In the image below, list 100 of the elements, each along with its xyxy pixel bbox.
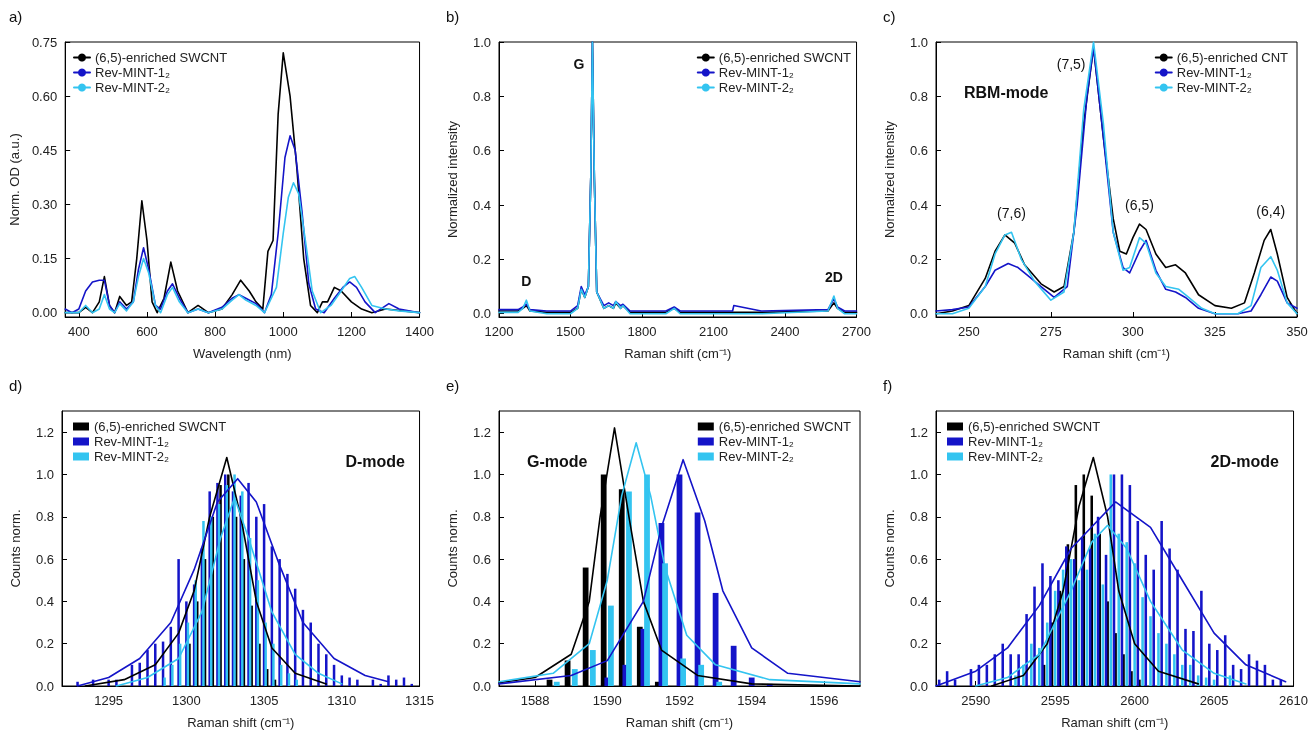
x-axis-title: Raman shift (cm⁻¹) bbox=[625, 715, 734, 730]
x-tick-label: 275 bbox=[1040, 324, 1062, 339]
y-axis-title: Counts norm. bbox=[445, 509, 460, 588]
x-tick-label: 1500 bbox=[556, 324, 585, 339]
y-tick-label: 1.2 bbox=[35, 424, 54, 440]
annotation: G bbox=[573, 56, 585, 72]
y-tick-label: 0.4 bbox=[472, 593, 491, 609]
chart-title: e) bbox=[446, 377, 460, 394]
x-tick-label: 1305 bbox=[249, 693, 279, 708]
y-tick-label: 0.4 bbox=[472, 197, 491, 213]
y-tick-label: 1.0 bbox=[909, 34, 928, 50]
annotation: D-mode bbox=[345, 452, 406, 470]
y-tick-label: 1.0 bbox=[472, 34, 491, 50]
y-tick-label: 0.0 bbox=[909, 678, 928, 694]
chart-title: f) bbox=[883, 377, 893, 394]
annotation: D bbox=[521, 273, 532, 290]
x-tick-label: 2600 bbox=[1120, 693, 1150, 708]
legend-label: (6,5)-enriched SWCNT bbox=[968, 419, 1101, 434]
x-tick-label: 2400 bbox=[770, 324, 800, 339]
legend-label: Rev-MINT-2₂ bbox=[1176, 80, 1252, 95]
legend-label: Rev-MINT-2₂ bbox=[94, 449, 170, 464]
x-tick-label: 2100 bbox=[699, 324, 728, 339]
x-tick-label: 1295 bbox=[94, 693, 124, 708]
x-tick-label: 2605 bbox=[1199, 693, 1229, 708]
y-tick-label: 1.0 bbox=[909, 466, 928, 482]
y-tick-label: 0.4 bbox=[909, 593, 928, 609]
legend-label: Rev-MINT-2₂ bbox=[718, 80, 794, 95]
x-tick-label: 1592 bbox=[665, 693, 694, 708]
legend-label: (6,5)-enriched CNT bbox=[1176, 50, 1289, 65]
legend-label: (6,5)-enriched SWCNT bbox=[718, 419, 852, 434]
y-axis-title: Normalized intensity bbox=[882, 120, 897, 239]
y-tick-label: 0.0 bbox=[472, 306, 491, 322]
legend-label: (6,5)-enriched SWCNT bbox=[94, 419, 227, 434]
chart-title: a) bbox=[9, 8, 23, 25]
legend-label: Rev-MINT-1₂ bbox=[718, 434, 794, 449]
annotation: 2D-mode bbox=[1210, 452, 1280, 470]
y-tick-label: 0.4 bbox=[909, 197, 928, 213]
x-tick-label: 1596 bbox=[809, 693, 839, 708]
x-tick-label: 1310 bbox=[327, 693, 357, 708]
legend-label: Rev-MINT-1₂ bbox=[95, 65, 171, 80]
annotation: (6,5) bbox=[1125, 197, 1154, 214]
y-tick-label: 1.2 bbox=[472, 424, 491, 440]
y-tick-label: 0.2 bbox=[472, 636, 491, 652]
legend-label: (6,5)-enriched SWCNT bbox=[95, 50, 228, 65]
x-tick-label: 1400 bbox=[405, 324, 434, 339]
y-tick-label: 0.8 bbox=[909, 88, 928, 104]
y-axis-title: Normalized intensity bbox=[445, 120, 460, 239]
y-tick-label: 0.8 bbox=[909, 509, 928, 525]
y-axis-title: Norm. OD (a.u.) bbox=[7, 133, 22, 226]
x-tick-label: 1594 bbox=[737, 693, 767, 708]
chart-title: c) bbox=[883, 8, 896, 25]
y-tick-label: 1.0 bbox=[472, 466, 491, 482]
annotation: (6,4) bbox=[1256, 202, 1286, 219]
x-tick-label: 250 bbox=[957, 324, 980, 339]
x-tick-label: 1590 bbox=[592, 693, 622, 708]
legend-label: Rev-MINT-1₂ bbox=[718, 65, 794, 80]
y-tick-label: 0.2 bbox=[909, 251, 928, 267]
annotation: (7,6) bbox=[997, 205, 1026, 222]
x-tick-label: 1000 bbox=[268, 324, 298, 339]
y-tick-label: 1.2 bbox=[909, 424, 928, 440]
x-axis-title: Raman shift (cm⁻¹) bbox=[187, 715, 295, 730]
y-tick-label: 0.00 bbox=[31, 305, 58, 321]
x-tick-label: 1300 bbox=[171, 693, 201, 708]
legend-label: (6,5)-enriched SWCNT bbox=[718, 50, 852, 65]
x-tick-label: 300 bbox=[1122, 324, 1144, 339]
legend-label: Rev-MINT-2₂ bbox=[95, 80, 171, 95]
y-tick-label: 0.0 bbox=[35, 678, 54, 694]
y-axis-title: Counts norm. bbox=[8, 509, 23, 588]
x-tick-label: 2700 bbox=[842, 324, 871, 339]
y-tick-label: 1.0 bbox=[35, 466, 54, 482]
x-axis-title: Raman shift (cm⁻¹) bbox=[1061, 715, 1169, 730]
y-tick-label: 0.60 bbox=[31, 88, 58, 104]
x-axis-title: Raman shift (cm⁻¹) bbox=[1062, 346, 1171, 361]
x-tick-label: 1588 bbox=[520, 693, 550, 708]
legend-label: Rev-MINT-1₂ bbox=[1176, 65, 1252, 80]
x-tick-label: 2610 bbox=[1279, 693, 1308, 708]
annotation: (7,5) bbox=[1056, 56, 1086, 72]
x-tick-label: 1800 bbox=[627, 324, 657, 339]
legend-label: Rev-MINT-1₂ bbox=[968, 434, 1044, 449]
y-tick-label: 0.8 bbox=[472, 509, 491, 525]
x-tick-label: 350 bbox=[1286, 324, 1308, 339]
x-tick-label: 1315 bbox=[405, 693, 434, 708]
y-tick-label: 0.2 bbox=[909, 636, 928, 652]
annotation: RBM-mode bbox=[964, 83, 1049, 101]
legend-label: Rev-MINT-2₂ bbox=[718, 449, 794, 464]
y-tick-label: 0.4 bbox=[35, 593, 54, 609]
x-axis-title: Wavelength (nm) bbox=[193, 346, 292, 361]
y-tick-label: 0.6 bbox=[909, 551, 928, 567]
y-tick-label: 0.45 bbox=[31, 142, 58, 158]
x-tick-label: 2595 bbox=[1040, 693, 1070, 708]
legend-label: Rev-MINT-2₂ bbox=[968, 449, 1044, 464]
x-tick-label: 1200 bbox=[336, 324, 366, 339]
x-tick-label: 400 bbox=[67, 324, 90, 339]
x-tick-label: 800 bbox=[204, 324, 226, 339]
x-tick-label: 1200 bbox=[484, 324, 514, 339]
x-tick-label: 600 bbox=[136, 324, 158, 339]
y-tick-label: 0.6 bbox=[472, 551, 491, 567]
y-tick-label: 0.0 bbox=[909, 306, 928, 322]
x-axis-title: Raman shift (cm⁻¹) bbox=[624, 346, 732, 361]
annotation: 2D bbox=[824, 269, 843, 286]
